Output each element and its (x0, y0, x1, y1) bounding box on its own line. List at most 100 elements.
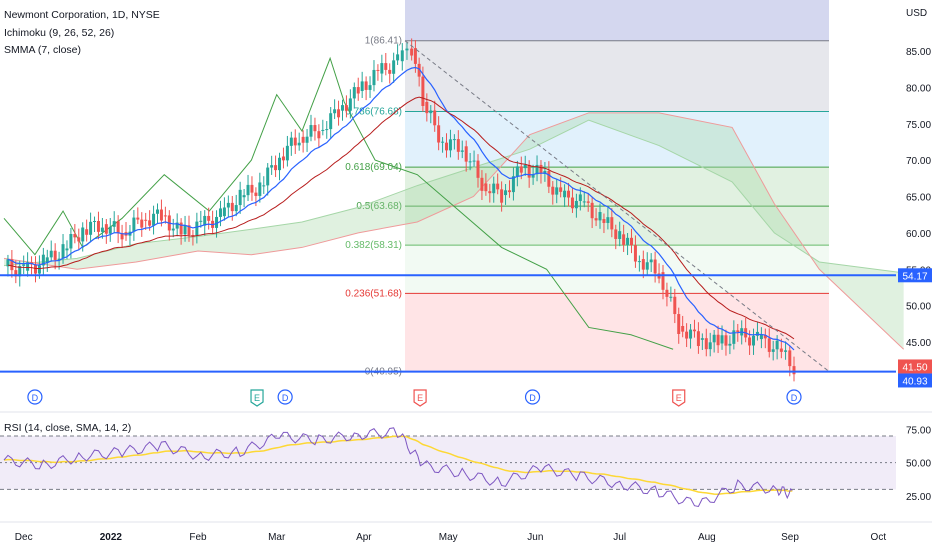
fib-top-band (405, 0, 829, 41)
event-marker-0: D (27, 389, 43, 405)
candle-body (108, 226, 112, 234)
smma-legend[interactable]: SMMA (7, close) (4, 44, 82, 56)
candle-body (400, 50, 404, 62)
candle-body (567, 190, 571, 198)
candle-body (93, 220, 97, 222)
candle-body (73, 234, 77, 238)
ichimoku-legend[interactable]: Ichimoku (9, 26, 52, 26) (4, 27, 115, 39)
candle-body (33, 264, 37, 274)
candle-body (333, 109, 337, 114)
dividend-circle (27, 389, 43, 405)
candle-body (429, 110, 433, 114)
event-marker-1: E (250, 389, 264, 407)
candle-body (77, 237, 81, 242)
candle-body (417, 63, 421, 77)
candle-body (437, 125, 441, 143)
candle-body (159, 209, 163, 221)
candle-body (337, 109, 341, 118)
candle-body (156, 209, 160, 214)
candle-body (689, 329, 693, 339)
earnings-flag (672, 389, 686, 407)
fib-level-label-1: 0.786(76.68) (345, 107, 402, 118)
candle-body (496, 183, 500, 190)
rsi-legend[interactable]: RSI (14, close, SMA, 14, 2) (4, 422, 132, 434)
candle-body (704, 338, 708, 350)
candle-body (317, 131, 321, 139)
event-marker-5: E (672, 389, 686, 407)
candle-body (262, 185, 266, 187)
candle-body (586, 201, 590, 203)
candle-body (254, 192, 258, 196)
candle-body (289, 137, 293, 146)
candle-body (360, 81, 364, 92)
candle-body (748, 337, 752, 346)
candle-body (535, 164, 539, 175)
candle-body (523, 164, 527, 169)
candle-body (732, 330, 736, 344)
dividend-circle (277, 389, 293, 405)
candle-body (792, 366, 796, 375)
candle-body (301, 136, 305, 143)
candle-body (559, 187, 563, 192)
price-tag-1: 41.50 (902, 362, 927, 373)
price-tick-3: 70.00 (906, 156, 931, 167)
price-tag-2: 40.93 (902, 376, 927, 387)
candle-body (297, 142, 301, 146)
candle-body (222, 207, 226, 217)
candle-body (630, 237, 634, 246)
candle-body (563, 190, 567, 198)
candle-body (14, 270, 18, 277)
candle-body (26, 262, 30, 271)
candle-body (456, 139, 460, 152)
candle-body (767, 338, 771, 352)
candle-body (602, 219, 606, 223)
candle-body (348, 98, 352, 111)
candle-body (637, 261, 641, 263)
earnings-flag (250, 389, 264, 407)
time-tick-6: Jun (527, 532, 543, 543)
candle-body (708, 342, 712, 350)
price-tick-8: 45.00 (906, 338, 931, 349)
event-letter-2: D (282, 393, 289, 403)
candle-body (752, 335, 756, 346)
rsi-line (3, 427, 793, 508)
candle-body (763, 334, 767, 339)
candle-body (527, 164, 531, 178)
candle-body (18, 265, 22, 277)
event-letter-4: D (529, 393, 536, 403)
price-tick-5: 60.00 (906, 229, 931, 240)
candle-body (384, 63, 388, 70)
candle-body (85, 229, 89, 235)
event-marker-3: E (413, 389, 427, 407)
candle-body (472, 160, 476, 162)
candle-body (578, 194, 582, 201)
candle-body (653, 259, 657, 274)
candle-body (199, 220, 203, 222)
candle-body (413, 48, 417, 64)
candle-body (622, 234, 626, 245)
event-marker-6: D (786, 389, 802, 405)
candle-body (665, 289, 669, 297)
candle-body (547, 171, 551, 187)
candle-body (163, 215, 167, 217)
time-tick-9: Sep (781, 532, 799, 543)
fib-level-label-2: 0.618(69.04) (345, 162, 402, 173)
candle-body (507, 190, 511, 193)
candle-body (511, 176, 515, 193)
candle-body (148, 220, 152, 226)
event-marker-2: D (277, 389, 293, 405)
symbol-legend[interactable]: Newmont Corporation, 1D, NYSE (4, 9, 160, 21)
rsi-tick-0: 75.00 (906, 425, 931, 436)
candle-body (144, 219, 148, 221)
earnings-flag (413, 389, 427, 407)
candle-body (460, 150, 464, 152)
candle-body (515, 166, 519, 177)
candle-body (677, 314, 681, 334)
dividend-circle (524, 389, 541, 405)
candle-body (6, 259, 10, 267)
candle-body (305, 136, 309, 143)
candle-body (376, 69, 380, 71)
candle-body (380, 63, 384, 74)
